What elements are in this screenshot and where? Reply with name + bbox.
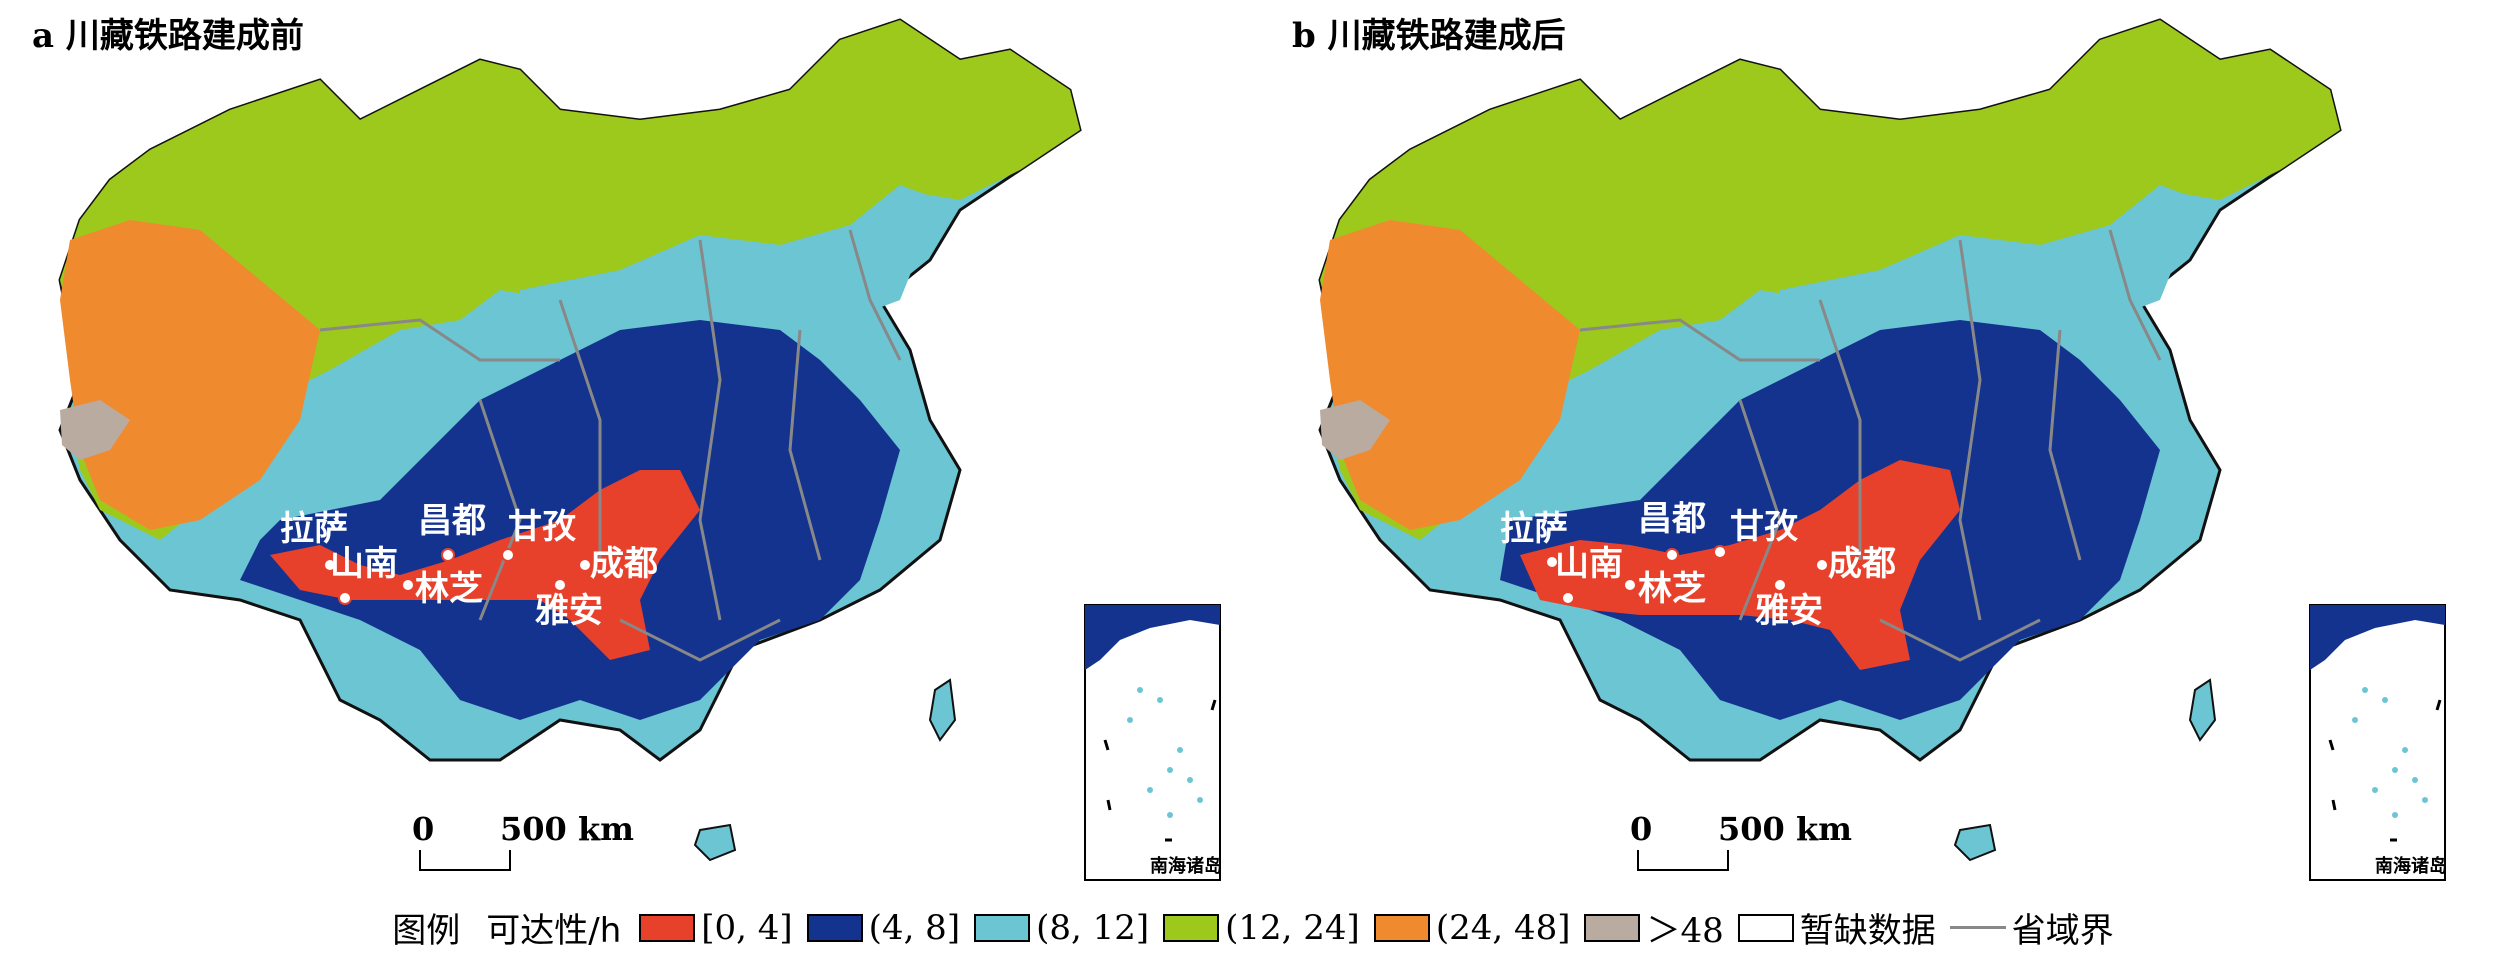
city-markers	[323, 548, 592, 605]
city-label-linzhi: 林芝	[415, 569, 483, 609]
legend-item: [0, 4]	[639, 907, 793, 948]
scale-distance: 500 km	[500, 810, 634, 848]
city-label-changdu: 昌都	[1638, 499, 1706, 539]
legend-swatch	[1373, 913, 1430, 942]
legend-swatch	[1737, 913, 1794, 942]
province-boundaries	[319, 229, 902, 662]
scale-bar	[419, 850, 511, 871]
city-marker	[1713, 545, 1727, 559]
inset-islands	[2352, 687, 2428, 818]
city-label-chengdu: 成都	[590, 544, 658, 584]
city-label-yaan: 雅安	[535, 591, 603, 631]
legend-swatch	[639, 913, 696, 942]
accessibility-map-b: 拉萨 山南 林芝 昌都 甘孜 雅安 成都 0 500 km 南海诸岛	[1318, 18, 2447, 881]
taiwan-island	[928, 678, 957, 742]
city-marker	[1773, 578, 1787, 592]
legend-swatch	[1584, 913, 1641, 942]
inset-label: 南海诸岛	[2375, 855, 2447, 877]
scale-distance: 500 km	[1718, 810, 1852, 848]
scale-bar	[1637, 850, 1729, 871]
city-marker	[1665, 548, 1679, 562]
scale-zero: 0	[1630, 810, 1652, 848]
city-marker	[338, 591, 352, 605]
city-label-yaan: 雅安	[1755, 591, 1823, 631]
city-marker	[578, 558, 592, 572]
province-boundaries	[1579, 229, 2162, 662]
inset-islands	[1127, 687, 1203, 818]
inset-coast	[2310, 605, 2445, 670]
legend-label: [0, 4]	[701, 907, 793, 948]
legend-unit: 可达性/h	[486, 911, 622, 951]
city-markers	[1545, 545, 1829, 605]
accessibility-map-a: 拉萨 山南 林芝 昌都 甘孜 雅安 成都 0 500 km 南海诸岛	[58, 18, 1222, 881]
city-marker	[501, 548, 515, 562]
city-label-shannan: 山南	[1555, 544, 1623, 584]
map-panel-b: b 川藏铁路建成后 拉萨 山南 林芝 昌都 甘孜	[1260, 0, 2520, 895]
map-legend: 图例 可达性/h [0, 4] (4, 8] (8, 12] (12, 24] …	[0, 900, 2520, 955]
city-label-lasa: 拉萨	[280, 509, 348, 549]
city-label-linzhi: 林芝	[1638, 569, 1706, 609]
hainan-island	[1953, 823, 1997, 862]
city-label-chengdu: 成都	[1828, 544, 1896, 584]
city-label-lasa: 拉萨	[1500, 509, 1568, 549]
legend-title: 图例	[392, 911, 461, 951]
city-label-changdu: 昌都	[418, 501, 486, 541]
inset-frame	[1084, 604, 1221, 881]
hainan-island	[693, 823, 737, 862]
legend-item: (24, 48]	[1373, 907, 1571, 948]
band-24-48	[1320, 220, 1580, 530]
city-marker	[553, 578, 567, 592]
band-over-48	[60, 400, 130, 460]
legend-item: (12, 24]	[1163, 908, 1360, 948]
legend-label: 省域界	[2011, 911, 2114, 951]
band-8-12	[520, 185, 940, 350]
inset-dash-line	[2328, 699, 2442, 842]
city-marker	[401, 578, 415, 592]
panel-title: b 川藏铁路建成后	[1292, 16, 1566, 56]
city-marker	[1815, 558, 1829, 572]
legend-item: 暂缺数据	[1737, 903, 1936, 952]
legend-item: (8, 12]	[974, 908, 1149, 948]
city-marker	[1561, 591, 1575, 605]
band-0-4	[1520, 460, 1960, 670]
legend-swatch	[974, 913, 1031, 942]
band-over-48	[1320, 400, 1390, 460]
city-label-shannan: 山南	[330, 544, 398, 584]
city-marker	[1623, 578, 1637, 592]
legend-label: (4, 8]	[868, 907, 961, 948]
legend-label: (24, 48]	[1435, 907, 1571, 948]
inset-coast	[1085, 605, 1220, 670]
legend-item: 省域界	[1949, 903, 2114, 952]
legend-swatch	[1163, 913, 1220, 942]
band-24-48	[60, 220, 320, 530]
legend-label: (12, 24]	[1225, 907, 1360, 948]
inset-label: 南海诸岛	[1150, 855, 1222, 877]
legend-swatch	[806, 913, 863, 942]
band-8-12	[1780, 185, 2200, 350]
legend-label: ＞48	[1646, 911, 1724, 951]
legend-item: (4, 8]	[806, 907, 961, 948]
inset-dash-line	[1103, 699, 1217, 842]
band-0-4	[270, 470, 700, 660]
city-marker	[441, 548, 455, 562]
taiwan-island	[2188, 678, 2217, 742]
legend-item: ＞48	[1584, 903, 1724, 952]
city-marker	[323, 558, 337, 572]
city-marker	[1545, 555, 1559, 569]
scale-zero: 0	[412, 810, 434, 848]
legend-line-swatch	[1949, 926, 2006, 929]
city-label-ganzi: 甘孜	[1730, 507, 1798, 547]
legend-label: 暂缺数据	[1799, 911, 1936, 951]
map-panel-a: a 川藏铁路建成前	[0, 0, 1260, 895]
legend-label: (8, 12]	[1036, 907, 1150, 948]
city-label-ganzi: 甘孜	[508, 507, 576, 547]
panel-title: a 川藏铁路建成前	[32, 16, 304, 56]
